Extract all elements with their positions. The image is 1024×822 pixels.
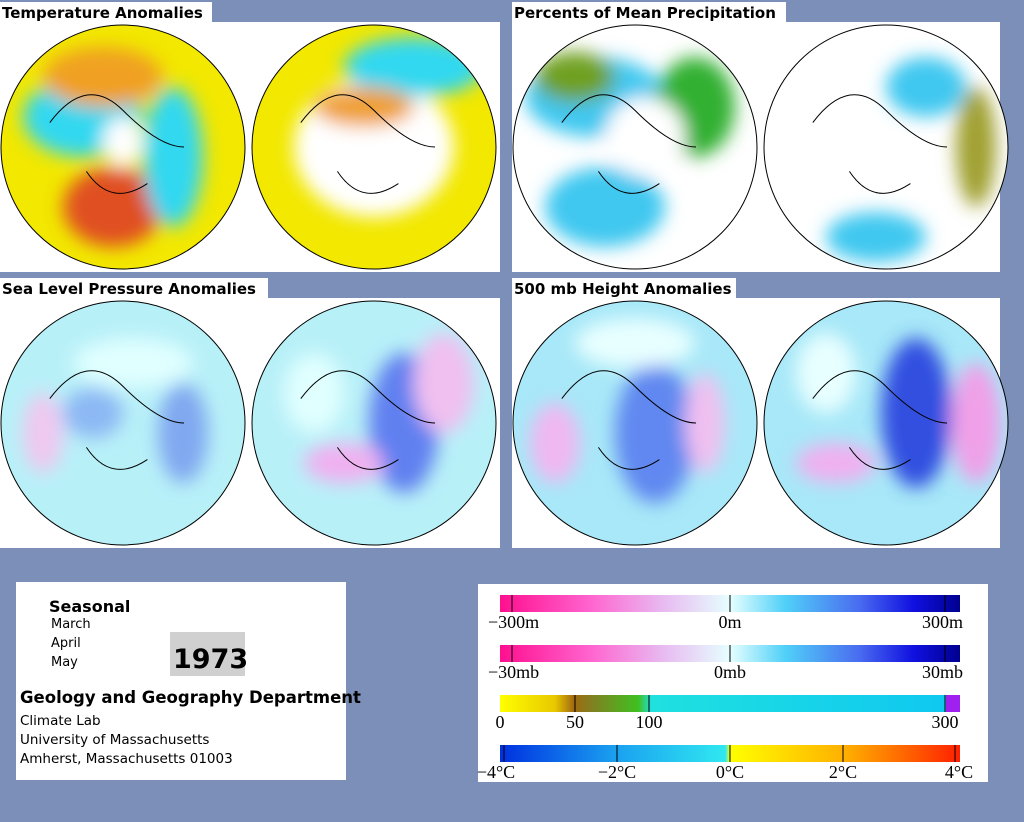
- colorbar-label: −30mb: [488, 662, 539, 682]
- map-region: [143, 87, 203, 227]
- map-region: [956, 87, 996, 207]
- map-region: [73, 338, 193, 388]
- map-region: [63, 388, 123, 438]
- hemisphere-map: [252, 301, 496, 545]
- map-field: [23, 47, 203, 247]
- hemisphere-map: [764, 301, 1008, 545]
- map-region: [881, 338, 951, 488]
- year: 1973: [173, 644, 248, 675]
- map-region: [284, 353, 344, 433]
- year-bg: [170, 632, 245, 676]
- map-field: [530, 318, 725, 503]
- map-field: [23, 338, 208, 483]
- map-outline: [251, 24, 497, 270]
- hemisphere-map: [252, 25, 496, 269]
- map-field: [525, 52, 735, 247]
- colorbar-label: 300: [932, 712, 959, 732]
- map-outline: [0, 300, 246, 546]
- map-outline: [251, 300, 497, 546]
- colorbar-label: −300m: [488, 612, 539, 632]
- month: April: [51, 636, 81, 651]
- map-region: [605, 97, 685, 177]
- colorbar-label: −4°C: [477, 762, 515, 782]
- map-region: [535, 52, 615, 102]
- address-line: Climate Lab: [20, 713, 101, 729]
- hemisphere-map: [1, 301, 245, 545]
- map-region: [43, 47, 163, 107]
- map-region: [951, 363, 1001, 483]
- map-region: [414, 333, 474, 433]
- colorbar-label: 100: [636, 712, 663, 732]
- map-outline: [512, 24, 758, 270]
- colorbar-label: 0m: [718, 612, 741, 632]
- panel-title-bg: [512, 278, 736, 298]
- colorbar-label: 4°C: [945, 762, 973, 782]
- map-region: [158, 383, 208, 483]
- map-region: [796, 333, 856, 413]
- map-region: [23, 393, 63, 473]
- panel-title: Temperature Anomalies: [2, 4, 203, 22]
- map-region: [103, 117, 143, 167]
- map-field: [796, 333, 1001, 488]
- map-outline: [0, 24, 246, 270]
- coastline: [812, 370, 948, 470]
- info-box: [16, 582, 346, 780]
- coastline: [561, 94, 697, 194]
- season: Seasonal: [49, 597, 130, 616]
- colorbar: [500, 695, 960, 712]
- map-region: [685, 373, 725, 473]
- colorbar-label: 0: [496, 712, 505, 732]
- panel-title: 500 mb Height Anomalies: [514, 280, 732, 298]
- coastline: [49, 370, 185, 470]
- map-field: [284, 333, 474, 493]
- hemisphere-map: [513, 301, 757, 545]
- colorbar-label: 50: [566, 712, 584, 732]
- map-region: [63, 167, 163, 247]
- colorbar-label: −2°C: [598, 762, 636, 782]
- hemisphere-map: [764, 25, 1008, 269]
- colorbar-label: 300m: [922, 612, 963, 632]
- map-region: [826, 212, 926, 262]
- colorbar-label: 0mb: [714, 662, 746, 682]
- map-outline: [763, 300, 1009, 546]
- map-region: [545, 167, 665, 247]
- map-region: [304, 443, 384, 483]
- coastline: [561, 370, 697, 470]
- panel-title: Percents of Mean Precipitation: [514, 4, 776, 22]
- map-field: [826, 57, 996, 262]
- coastline: [812, 94, 948, 194]
- panel-title-bg: [512, 2, 786, 22]
- coastline: [49, 94, 185, 194]
- map-region: [344, 37, 484, 97]
- hemisphere-map: [513, 25, 757, 269]
- panel-title: Sea Level Pressure Anomalies: [2, 280, 256, 298]
- map-field: [294, 37, 484, 217]
- map-region: [314, 87, 414, 127]
- coastline: [300, 94, 436, 194]
- month: March: [51, 617, 91, 632]
- coastline: [300, 370, 436, 470]
- address-line: University of Massachusetts: [20, 732, 209, 748]
- map-outline: [763, 24, 1009, 270]
- address-line: Amherst, Massachusetts 01003: [20, 751, 233, 767]
- colorbar-label: 30mb: [922, 662, 963, 682]
- map-region: [886, 57, 966, 117]
- month: May: [51, 655, 78, 670]
- colorbar-label: 0°C: [716, 762, 744, 782]
- colorbar-label: 2°C: [829, 762, 857, 782]
- map-outline: [512, 300, 758, 546]
- hemisphere-map: [1, 25, 245, 269]
- panel-title-bg: [0, 2, 212, 22]
- panel-title-bg: [0, 278, 268, 298]
- map-region: [615, 363, 695, 503]
- map-region: [530, 403, 580, 483]
- department: Geology and Geography Department: [20, 688, 361, 707]
- map-region: [575, 318, 695, 368]
- map-region: [796, 443, 876, 483]
